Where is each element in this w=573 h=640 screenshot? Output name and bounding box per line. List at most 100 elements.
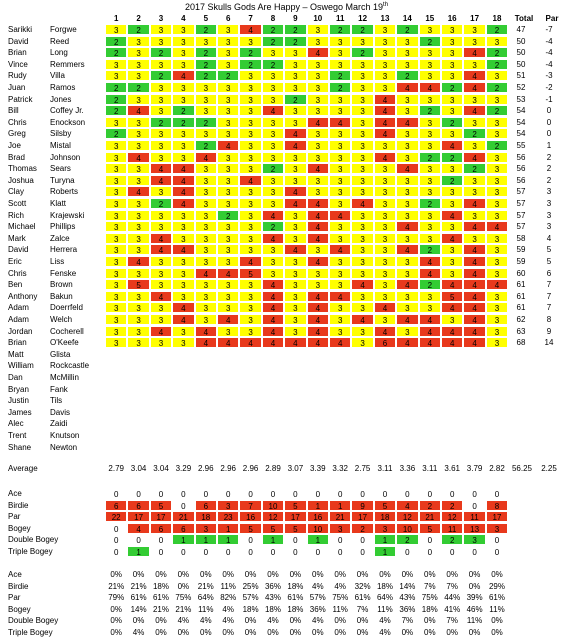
percent: 11%	[198, 604, 214, 614]
percent: 61%	[130, 593, 147, 603]
average: 3.79	[466, 464, 483, 473]
score: 3	[351, 232, 374, 244]
header: Total	[514, 14, 534, 23]
count: 10	[396, 522, 419, 534]
score: 3	[105, 140, 128, 151]
percent: 61%	[354, 593, 371, 603]
score: 4	[396, 163, 419, 175]
count: 7	[239, 499, 262, 511]
score: 4	[373, 93, 397, 105]
last-name: Roberts	[50, 187, 79, 197]
average: 3.39	[310, 464, 326, 473]
score: 4	[127, 256, 150, 267]
score: 4	[172, 163, 195, 175]
score: 4	[418, 314, 441, 325]
count: 6	[172, 522, 195, 534]
score: 3	[239, 302, 262, 314]
score: 3	[351, 82, 374, 93]
score: 3	[396, 267, 419, 279]
score: 4	[172, 198, 195, 209]
score: 4	[463, 314, 486, 325]
average-label: Average	[8, 464, 38, 473]
par: 2	[546, 164, 552, 174]
par: -4	[545, 36, 553, 46]
score: 3	[351, 221, 374, 233]
percent: 57%	[309, 593, 326, 603]
count: 2	[351, 522, 374, 534]
count: 2	[441, 499, 464, 511]
count: 0	[149, 534, 173, 546]
percent: 0%	[491, 628, 503, 637]
score: 4	[463, 302, 486, 314]
score: 3	[351, 186, 374, 198]
header: 15	[425, 14, 435, 23]
percent: 7%	[446, 581, 458, 591]
score: 3	[105, 24, 128, 35]
score: 3	[396, 58, 419, 70]
score: 3	[329, 314, 352, 325]
first-name: Alec	[8, 419, 24, 429]
score: 3	[239, 290, 262, 302]
count: 11	[463, 511, 486, 523]
count: 0	[239, 488, 262, 499]
count: 0	[463, 499, 486, 511]
count: 12	[396, 511, 419, 523]
score: 4	[463, 337, 486, 349]
score: 4	[306, 302, 329, 314]
score: 3	[329, 151, 352, 163]
score: 2	[261, 58, 285, 70]
percent: 4%	[334, 581, 346, 591]
count: 0	[217, 488, 240, 499]
score: 4	[463, 47, 486, 59]
percent: 57%	[242, 593, 259, 603]
score: 3	[149, 151, 173, 163]
score: 3	[239, 325, 262, 337]
score: 3	[127, 209, 150, 221]
score: 4	[463, 325, 486, 337]
percent: 18%	[287, 604, 304, 614]
score: 3	[373, 198, 397, 209]
par: 7	[546, 303, 552, 313]
percent: 0%	[334, 570, 346, 579]
score: 4	[149, 174, 173, 186]
score: 3	[418, 24, 441, 35]
score: 3	[284, 47, 307, 59]
percent: 0%	[424, 628, 436, 637]
score: 3	[463, 24, 486, 35]
count-label: Ace	[8, 489, 22, 498]
percent: 0%	[356, 628, 369, 637]
score: 4	[463, 70, 486, 82]
score: 3	[217, 174, 240, 186]
score: 3	[261, 256, 285, 267]
first-name: Joe	[8, 141, 21, 150]
par: 3	[546, 199, 552, 208]
percent: 4%	[312, 616, 324, 626]
score: 2	[127, 82, 150, 93]
score: 3	[217, 198, 240, 209]
score: 3	[127, 163, 150, 175]
score: 4	[149, 232, 173, 244]
score: 3	[127, 314, 150, 325]
score: 3	[418, 140, 441, 151]
score: 2	[194, 140, 217, 151]
score: 2	[463, 163, 486, 175]
header: 13	[380, 14, 390, 23]
score: 4	[441, 232, 464, 244]
score: 3	[351, 174, 374, 186]
score: 3	[105, 290, 128, 302]
score: 3	[373, 279, 397, 291]
percent: 18%	[421, 604, 438, 614]
score: 4	[306, 290, 329, 302]
score: 3	[239, 82, 262, 93]
total: 52	[516, 83, 526, 92]
score: 3	[217, 35, 240, 47]
score: 3	[485, 337, 509, 349]
percent: 44%	[444, 593, 461, 603]
count: 3	[463, 534, 486, 546]
count: 0	[261, 488, 285, 499]
count-label: Bogey	[8, 523, 31, 533]
score: 3	[127, 128, 150, 140]
score: 3	[351, 337, 374, 349]
score: 3	[217, 128, 240, 140]
